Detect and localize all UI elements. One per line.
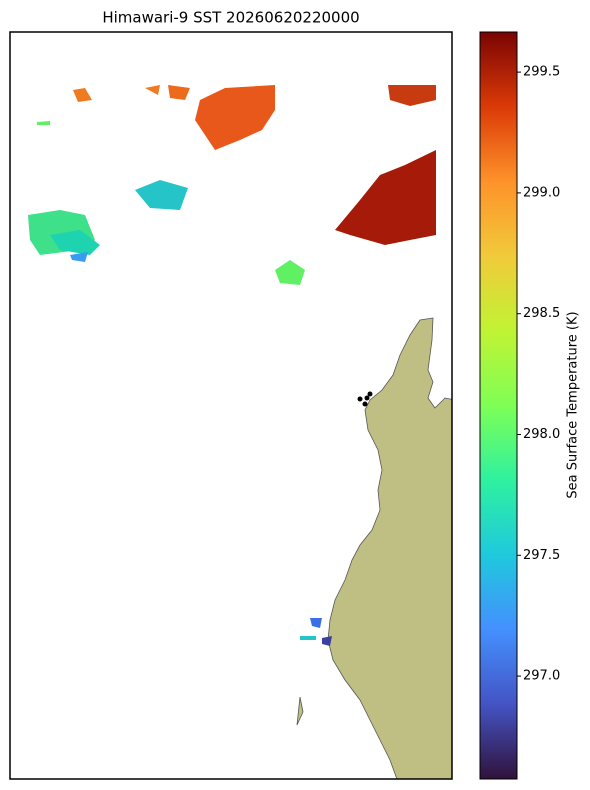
map xyxy=(28,85,452,779)
map-title: Himawari-9 SST 20260620220000 xyxy=(102,9,359,27)
colorbar-tick-label: 299.5 xyxy=(523,65,560,80)
sst-patches xyxy=(28,85,436,646)
colorbar-tick-label: 297.0 xyxy=(523,669,560,684)
stations xyxy=(357,391,373,407)
island xyxy=(296,696,304,726)
colorbar-tick-label: 298.5 xyxy=(523,306,560,321)
colorbar-tick-label: 297.5 xyxy=(523,548,560,563)
map-frame xyxy=(9,31,453,780)
colorbar-tick-label: 298.0 xyxy=(523,427,560,442)
colorbar-tick-label: 299.0 xyxy=(523,185,560,200)
colorbar xyxy=(479,31,518,780)
colorbar-label: Sea Surface Temperature (K) xyxy=(566,311,581,498)
land xyxy=(327,317,452,779)
